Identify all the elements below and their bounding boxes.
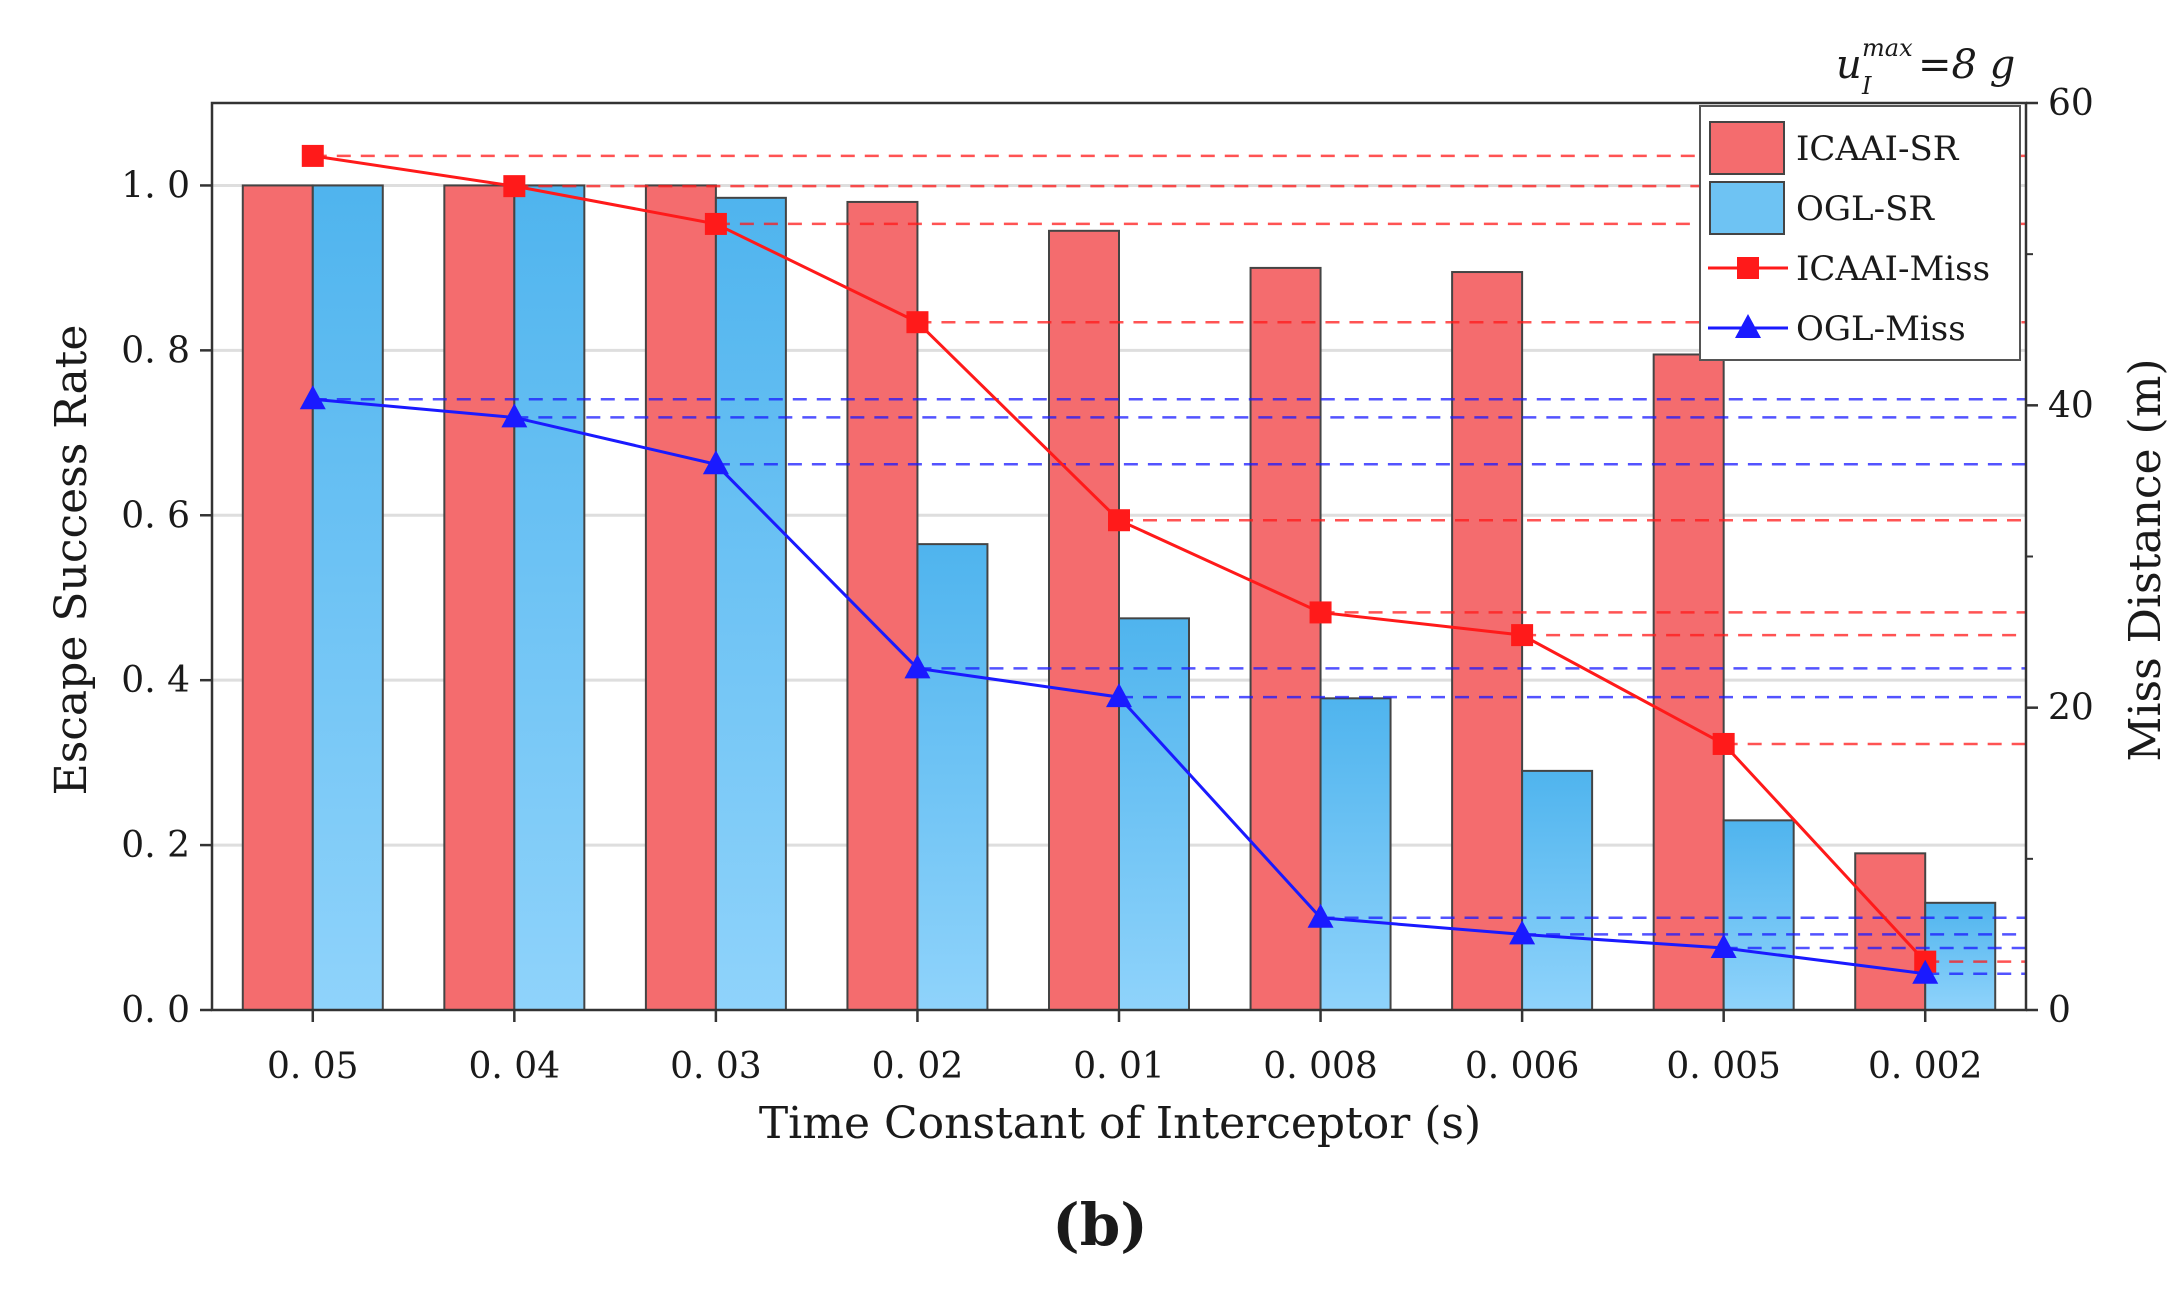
bar-icaai-sr: [1249, 266, 1322, 1011]
bar-icaai-sr: [644, 184, 717, 1012]
x-tick-label: 0. 005: [1666, 1046, 1781, 1087]
marker-icaai-miss: [503, 175, 526, 198]
legend-label-icaai-miss: ICAAI-Miss: [1796, 249, 1990, 289]
bar-ogl-sr: [1722, 819, 1795, 1012]
marker-ogl-miss: [1710, 934, 1737, 959]
y-tick-label: 0. 0: [121, 990, 190, 1031]
bar-icaai-sr: [1854, 852, 1927, 1011]
axis-labels: 0. 0 0. 2 0. 4 0. 6 0. 8 1. 0 0 20 40 60 0. 05 0. 0…: [121, 83, 2094, 1087]
svg-text:max: max: [1862, 34, 1913, 62]
marker-ogl-miss: [1509, 920, 1536, 945]
legend-swatch-icaai-sr: [1709, 121, 1785, 175]
marker-ogl-miss: [702, 450, 729, 475]
bar-icaai-sr: [1451, 271, 1524, 1012]
y2-tick-label: 60: [2048, 83, 2094, 124]
y-axis-title: Escape Success Rate: [46, 325, 97, 796]
series-lines: [299, 144, 1939, 984]
marker-icaai-miss: [906, 311, 929, 334]
y-tick-label: 0. 6: [121, 495, 190, 536]
marker-ogl-miss: [1912, 959, 1939, 984]
y2-tick-label: 0: [2048, 990, 2071, 1031]
x-tick-label: 0. 04: [469, 1046, 561, 1087]
svg-text:u: u: [1836, 42, 1862, 88]
x-tick-label: 0. 03: [670, 1046, 762, 1087]
marker-icaai-miss: [704, 212, 727, 235]
figure-caption: (b): [1052, 1191, 1147, 1259]
x-tick-label: 0. 02: [872, 1046, 964, 1087]
x-tick-label: 0. 01: [1073, 1046, 1165, 1087]
bars: [241, 184, 1997, 1012]
bar-ogl-sr: [1118, 617, 1190, 1011]
bar-ogl-sr: [714, 196, 787, 1011]
bar-icaai-sr: [241, 184, 314, 1012]
y2-axis-title: Miss Distance (m): [2120, 358, 2171, 761]
x-tick-label: 0. 006: [1465, 1046, 1580, 1087]
bar-icaai-sr: [1048, 229, 1120, 1011]
bar-icaai-sr: [846, 200, 919, 1012]
legend-marker-ogl-miss: [1735, 314, 1761, 338]
legend: ICAAI-SR OGL-SR ICAAI-Miss OGL-Miss: [1699, 105, 2021, 361]
marker-ogl-miss: [904, 654, 931, 679]
bar-ogl-sr: [1521, 769, 1594, 1012]
legend-marker-icaai-miss: [1737, 257, 1759, 279]
marker-icaai-miss: [301, 144, 324, 167]
y2-tick-label: 40: [2048, 385, 2094, 426]
svg-text:=8 g: =8 g: [1918, 42, 2015, 88]
marker-ogl-miss: [1106, 683, 1132, 708]
marker-icaai-miss: [1712, 732, 1735, 755]
svg-text:I: I: [1861, 72, 1872, 100]
bar-icaai-sr: [1652, 353, 1725, 1011]
x-tick-label: 0. 05: [267, 1046, 359, 1087]
bar-ogl-sr: [916, 543, 989, 1012]
marker-ogl-miss: [299, 385, 326, 410]
marker-icaai-miss: [1511, 624, 1534, 647]
y-tick-label: 1. 0: [121, 165, 190, 206]
y-tick-label: 0. 8: [121, 330, 190, 371]
legend-label-ogl-sr: OGL-SR: [1796, 189, 1935, 229]
x-tick-label: 0. 008: [1263, 1046, 1378, 1087]
legend-label-icaai-sr: ICAAI-SR: [1796, 129, 1960, 169]
bar-ogl-sr: [513, 184, 586, 1012]
marker-ogl-miss: [501, 403, 528, 428]
y-tick-label: 0. 2: [121, 825, 190, 866]
marker-ogl-miss: [1307, 903, 1334, 928]
bar-ogl-sr: [311, 184, 384, 1012]
axes: [200, 101, 2038, 1022]
bar-icaai-sr: [443, 184, 516, 1012]
legend-swatch-ogl-sr: [1709, 181, 1785, 235]
constraint-annotation: u max I =8 g: [1836, 34, 2015, 100]
x-tick-label: 0. 002: [1868, 1046, 1983, 1087]
bar-ogl-sr: [1924, 901, 1997, 1011]
y2-tick-label: 20: [2048, 688, 2094, 729]
marker-icaai-miss: [1309, 601, 1332, 624]
bar-ogl-sr: [1319, 697, 1392, 1012]
marker-icaai-miss: [1108, 509, 1130, 532]
legend-label-ogl-miss: OGL-Miss: [1796, 309, 1966, 349]
y-tick-label: 0. 4: [121, 660, 190, 701]
x-axis-title: Time Constant of Interceptor (s): [759, 1098, 1481, 1149]
